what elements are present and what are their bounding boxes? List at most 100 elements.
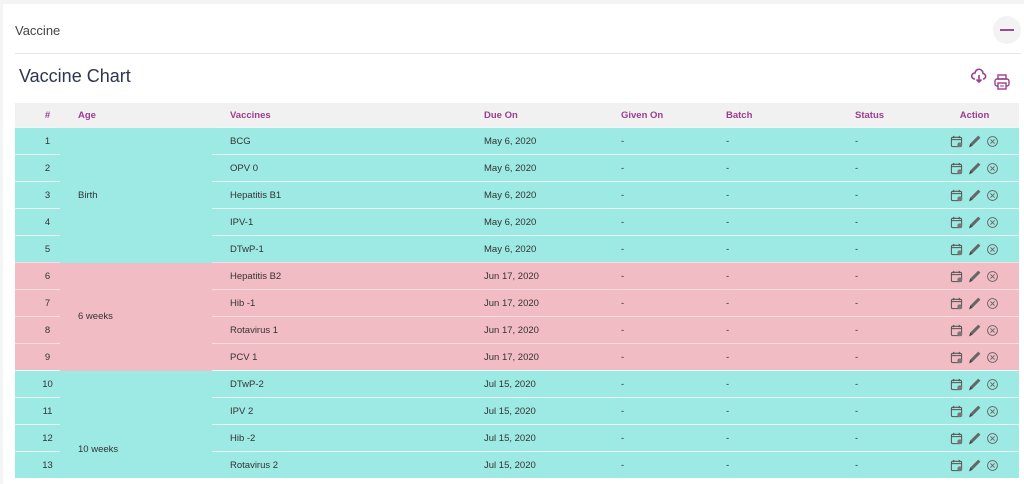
calendar-icon[interactable] xyxy=(950,189,963,202)
vaccine-cell: BCG xyxy=(212,127,470,155)
calendar-icon[interactable] xyxy=(950,135,963,148)
batch-cell: - xyxy=(712,154,840,182)
pencil-icon[interactable] xyxy=(967,269,982,284)
close-circle-icon[interactable] xyxy=(986,459,999,472)
batch-cell: - xyxy=(712,451,840,478)
batch-cell: - xyxy=(712,397,840,425)
table-row: 3 Hepatitis B1 May 6, 2020- - - xyxy=(15,181,1019,209)
given-cell: - xyxy=(606,397,712,425)
vaccine-cell: Rotavirus 2 xyxy=(212,451,470,478)
vaccine-cell: Hib -1 xyxy=(212,289,470,317)
calendar-icon[interactable] xyxy=(950,162,963,175)
vaccine-card: Vaccine Vaccine Chart # Age Vaccines Due On… xyxy=(3,4,1024,484)
given-cell: - xyxy=(606,235,712,263)
batch-cell: - xyxy=(712,127,840,155)
calendar-icon[interactable] xyxy=(950,459,963,472)
due-cell: May 6, 2020 xyxy=(470,154,606,182)
batch-cell: - xyxy=(712,424,840,452)
due-cell: Jun 17, 2020 xyxy=(470,343,606,371)
n-cell: 13 xyxy=(15,451,60,478)
pencil-icon[interactable] xyxy=(967,458,982,473)
status-cell: - xyxy=(840,127,920,155)
pencil-icon[interactable] xyxy=(967,188,982,203)
close-circle-icon[interactable] xyxy=(986,270,999,283)
n-cell: 8 xyxy=(15,316,60,344)
table-header: # Age Vaccines Due On Given On Batch Status Act… xyxy=(15,103,1019,128)
status-cell: - xyxy=(840,316,920,344)
due-cell: Jul 15, 2020 xyxy=(470,370,606,398)
status-cell: - xyxy=(840,343,920,371)
calendar-icon[interactable] xyxy=(950,432,963,445)
status-cell: - xyxy=(840,208,920,236)
n-cell: 6 xyxy=(15,262,60,290)
n-cell: 3 xyxy=(15,181,60,209)
pencil-icon[interactable] xyxy=(967,377,982,392)
status-cell: - xyxy=(840,154,920,182)
due-cell: May 6, 2020 xyxy=(470,127,606,155)
table-row: 11 IPV 2 Jul 15, 2020- - - xyxy=(15,397,1019,425)
due-cell: May 6, 2020 xyxy=(470,208,606,236)
calendar-icon[interactable] xyxy=(950,243,963,256)
collapse-button[interactable] xyxy=(993,16,1021,44)
close-circle-icon[interactable] xyxy=(986,405,999,418)
calendar-icon[interactable] xyxy=(950,297,963,310)
close-circle-icon[interactable] xyxy=(986,351,999,364)
age-cell: 6 weeks xyxy=(60,262,212,371)
calendar-icon[interactable] xyxy=(950,378,963,391)
age-cell: 10 weeks xyxy=(60,370,212,478)
minus-icon xyxy=(1000,29,1014,31)
column-header: Action xyxy=(920,103,1019,128)
due-cell: Jun 17, 2020 xyxy=(470,262,606,290)
calendar-icon[interactable] xyxy=(950,270,963,283)
close-circle-icon[interactable] xyxy=(986,216,999,229)
status-cell: - xyxy=(840,181,920,209)
batch-cell: - xyxy=(712,343,840,371)
action-cell xyxy=(920,316,1019,344)
close-circle-icon[interactable] xyxy=(986,297,999,310)
close-circle-icon[interactable] xyxy=(986,378,999,391)
close-circle-icon[interactable] xyxy=(986,324,999,337)
pencil-icon[interactable] xyxy=(967,296,982,311)
table-row: 7 Hib -1 Jun 17, 2020- - - xyxy=(15,289,1019,317)
table-row: 10 10 weeks DTwP-2 Jul 15, 2020- - - xyxy=(15,370,1019,478)
close-circle-icon[interactable] xyxy=(986,189,999,202)
vaccine-cell: OPV 0 xyxy=(212,154,470,182)
pencil-icon[interactable] xyxy=(967,242,982,257)
pencil-icon[interactable] xyxy=(967,431,982,446)
pencil-icon[interactable] xyxy=(967,323,982,338)
due-cell: May 6, 2020 xyxy=(470,181,606,209)
batch-cell: - xyxy=(712,181,840,209)
calendar-icon[interactable] xyxy=(950,324,963,337)
pencil-icon[interactable] xyxy=(967,215,982,230)
n-cell: 9 xyxy=(15,343,60,371)
close-circle-icon[interactable] xyxy=(986,135,999,148)
column-header: Given On xyxy=(606,103,712,128)
due-cell: Jun 17, 2020 xyxy=(470,316,606,344)
given-cell: - xyxy=(606,262,712,290)
printer-icon[interactable] xyxy=(993,73,1011,91)
calendar-icon[interactable] xyxy=(950,405,963,418)
vaccine-table: # Age Vaccines Due On Given On Batch Status Act… xyxy=(15,103,1019,478)
given-cell: - xyxy=(606,316,712,344)
action-cell xyxy=(920,289,1019,317)
due-cell: Jul 15, 2020 xyxy=(470,424,606,452)
action-cell xyxy=(920,262,1019,290)
pencil-icon[interactable] xyxy=(967,404,982,419)
batch-cell: - xyxy=(712,235,840,263)
vaccine-cell: IPV 2 xyxy=(212,397,470,425)
given-cell: - xyxy=(606,154,712,182)
pencil-icon[interactable] xyxy=(967,350,982,365)
cloud-download-icon[interactable] xyxy=(971,68,987,84)
close-circle-icon[interactable] xyxy=(986,243,999,256)
close-circle-icon[interactable] xyxy=(986,162,999,175)
calendar-icon[interactable] xyxy=(950,351,963,364)
page-title: Vaccine Chart xyxy=(19,66,131,86)
table-row: 4 IPV-1 May 6, 2020- - - xyxy=(15,208,1019,236)
status-cell: - xyxy=(840,424,920,452)
given-cell: - xyxy=(606,343,712,371)
pencil-icon[interactable] xyxy=(967,134,982,149)
close-circle-icon[interactable] xyxy=(986,432,999,445)
given-cell: - xyxy=(606,451,712,478)
pencil-icon[interactable] xyxy=(967,161,982,176)
calendar-icon[interactable] xyxy=(950,216,963,229)
